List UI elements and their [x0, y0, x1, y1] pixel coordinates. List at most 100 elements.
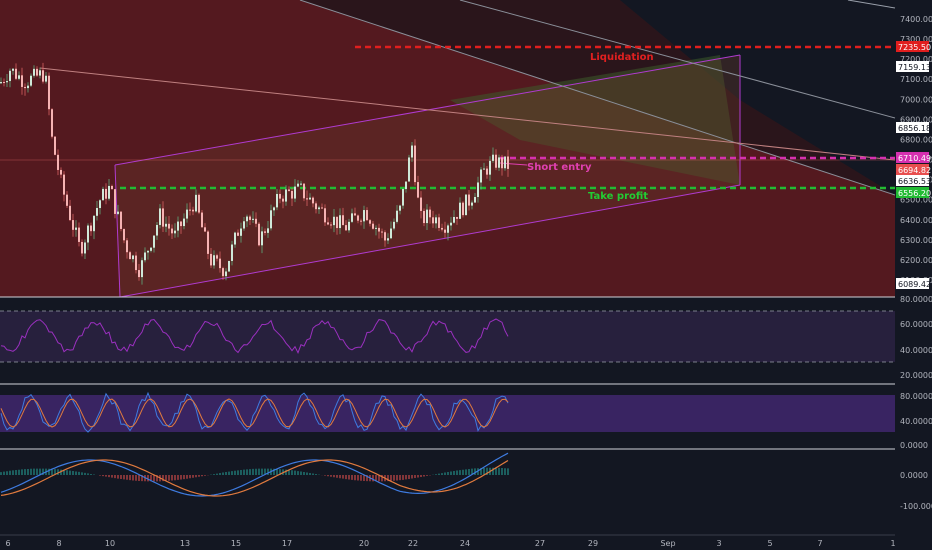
candle-body: [153, 235, 155, 248]
candle-body: [372, 223, 374, 229]
rsi-axis-label: 40.0000: [900, 346, 932, 355]
candle-body: [171, 228, 173, 234]
candlestick-series[interactable]: [0, 62, 509, 285]
upper-trendline[interactable]: [459, 0, 896, 119]
candle-body: [408, 157, 410, 182]
candle-body: [474, 197, 476, 203]
candle-body: [186, 209, 188, 219]
candle-body: [60, 169, 62, 175]
candle-body: [165, 223, 167, 227]
candle-body: [54, 136, 56, 155]
candle-body: [120, 211, 122, 229]
candle-body: [261, 231, 263, 246]
candle-body: [438, 217, 440, 228]
candle-body: [399, 205, 401, 211]
candle-body: [111, 185, 113, 190]
price-axis-label: 6300.00: [900, 236, 932, 245]
time-axis-label: 10: [105, 539, 115, 548]
rsi-line[interactable]: [0, 318, 509, 354]
candle-body: [375, 227, 377, 229]
candle-body: [342, 215, 344, 226]
stochastic-panel[interactable]: [0, 391, 895, 433]
price-tag-label: 7159.13: [898, 63, 931, 72]
macd-signal-line[interactable]: [0, 459, 509, 497]
rsi-band: [0, 311, 895, 362]
time-axis-label: 7: [817, 539, 822, 548]
take-profit-label: Take profit: [588, 191, 648, 202]
candle-body: [192, 209, 194, 212]
candle-body: [345, 225, 347, 231]
candle-body: [453, 216, 455, 223]
candle-body: [102, 188, 104, 201]
candle-body: [135, 255, 137, 271]
macd-line[interactable]: [0, 452, 509, 497]
time-axis-label: 29: [588, 539, 598, 548]
candle-body: [96, 208, 98, 216]
price-tag-label: 6636.53: [898, 177, 931, 186]
candle-body: [198, 194, 200, 213]
candle-body: [180, 221, 182, 227]
price-axis-label: 6500.00: [900, 196, 932, 205]
candle-body: [51, 109, 53, 137]
channel-left-edge: [114, 164, 121, 298]
candle-body: [72, 220, 74, 230]
candle-body: [93, 215, 95, 232]
candle-body: [414, 145, 416, 183]
candle-body: [489, 160, 491, 175]
candle-body: [228, 260, 230, 272]
price-tag: [896, 187, 929, 198]
liquidation-label: Liquidation: [590, 52, 654, 63]
price-axis-label: 7200.00: [900, 55, 932, 64]
time-axis[interactable]: 6 8 10 13 15 17 20 22 24 27 29 Sep 3 5 7 1: [5, 539, 895, 548]
price-axis-label: 7300.00: [900, 35, 932, 44]
time-axis-label: 22: [408, 539, 418, 548]
candle-body: [117, 211, 119, 214]
candle-body: [495, 154, 497, 168]
macd-panel[interactable]: [0, 452, 509, 497]
stoch-axis-label: 80.0000: [900, 392, 932, 401]
ascending-channel-fill: [115, 55, 740, 297]
candle-body: [507, 156, 509, 169]
price-tag-label: 6856.18: [898, 124, 931, 133]
candle-body: [300, 183, 302, 185]
stoch-axis: 80.0000 40.0000 0.0000: [900, 392, 932, 450]
candle-body: [225, 271, 227, 277]
candle-body: [276, 193, 278, 208]
candle-body: [129, 252, 131, 260]
candle-body: [75, 227, 77, 230]
candle-body: [243, 221, 245, 229]
candle-body: [387, 238, 389, 241]
candle-body: [18, 75, 20, 79]
candle-body: [189, 209, 191, 211]
candle-body: [21, 75, 23, 87]
candle-body: [108, 185, 110, 199]
candle-body: [393, 221, 395, 229]
price-panel[interactable]: Liquidation Short entry Take profit: [0, 0, 896, 298]
candle-body: [249, 216, 251, 220]
candle-body: [78, 227, 80, 242]
candle-body: [369, 220, 371, 224]
descending-trendline[interactable]: [299, 0, 896, 196]
long-resistance-line[interactable]: [39, 67, 896, 161]
candle-body: [219, 258, 221, 269]
candle-body: [207, 231, 209, 254]
candle-body: [39, 70, 41, 76]
candle-body: [309, 197, 311, 200]
candle-body: [492, 154, 494, 161]
price-axis-label: 6400.00: [900, 216, 932, 225]
candle-body: [213, 255, 215, 266]
candle-body: [30, 75, 32, 86]
candle-body: [48, 75, 50, 110]
price-axis-label: 7000.00: [900, 95, 932, 104]
candle-body: [195, 194, 197, 212]
stoch-axis-label: 40.0000: [900, 417, 932, 426]
candle-body: [210, 253, 212, 266]
price-axis-label: 7100.00: [900, 75, 932, 84]
rsi-panel[interactable]: [0, 310, 895, 363]
time-axis-label: 27: [535, 539, 545, 548]
time-axis-label: 6: [5, 539, 10, 548]
stoch-d-line[interactable]: [0, 398, 509, 428]
stoch-k-line[interactable]: [0, 391, 509, 433]
candle-body: [486, 168, 488, 175]
